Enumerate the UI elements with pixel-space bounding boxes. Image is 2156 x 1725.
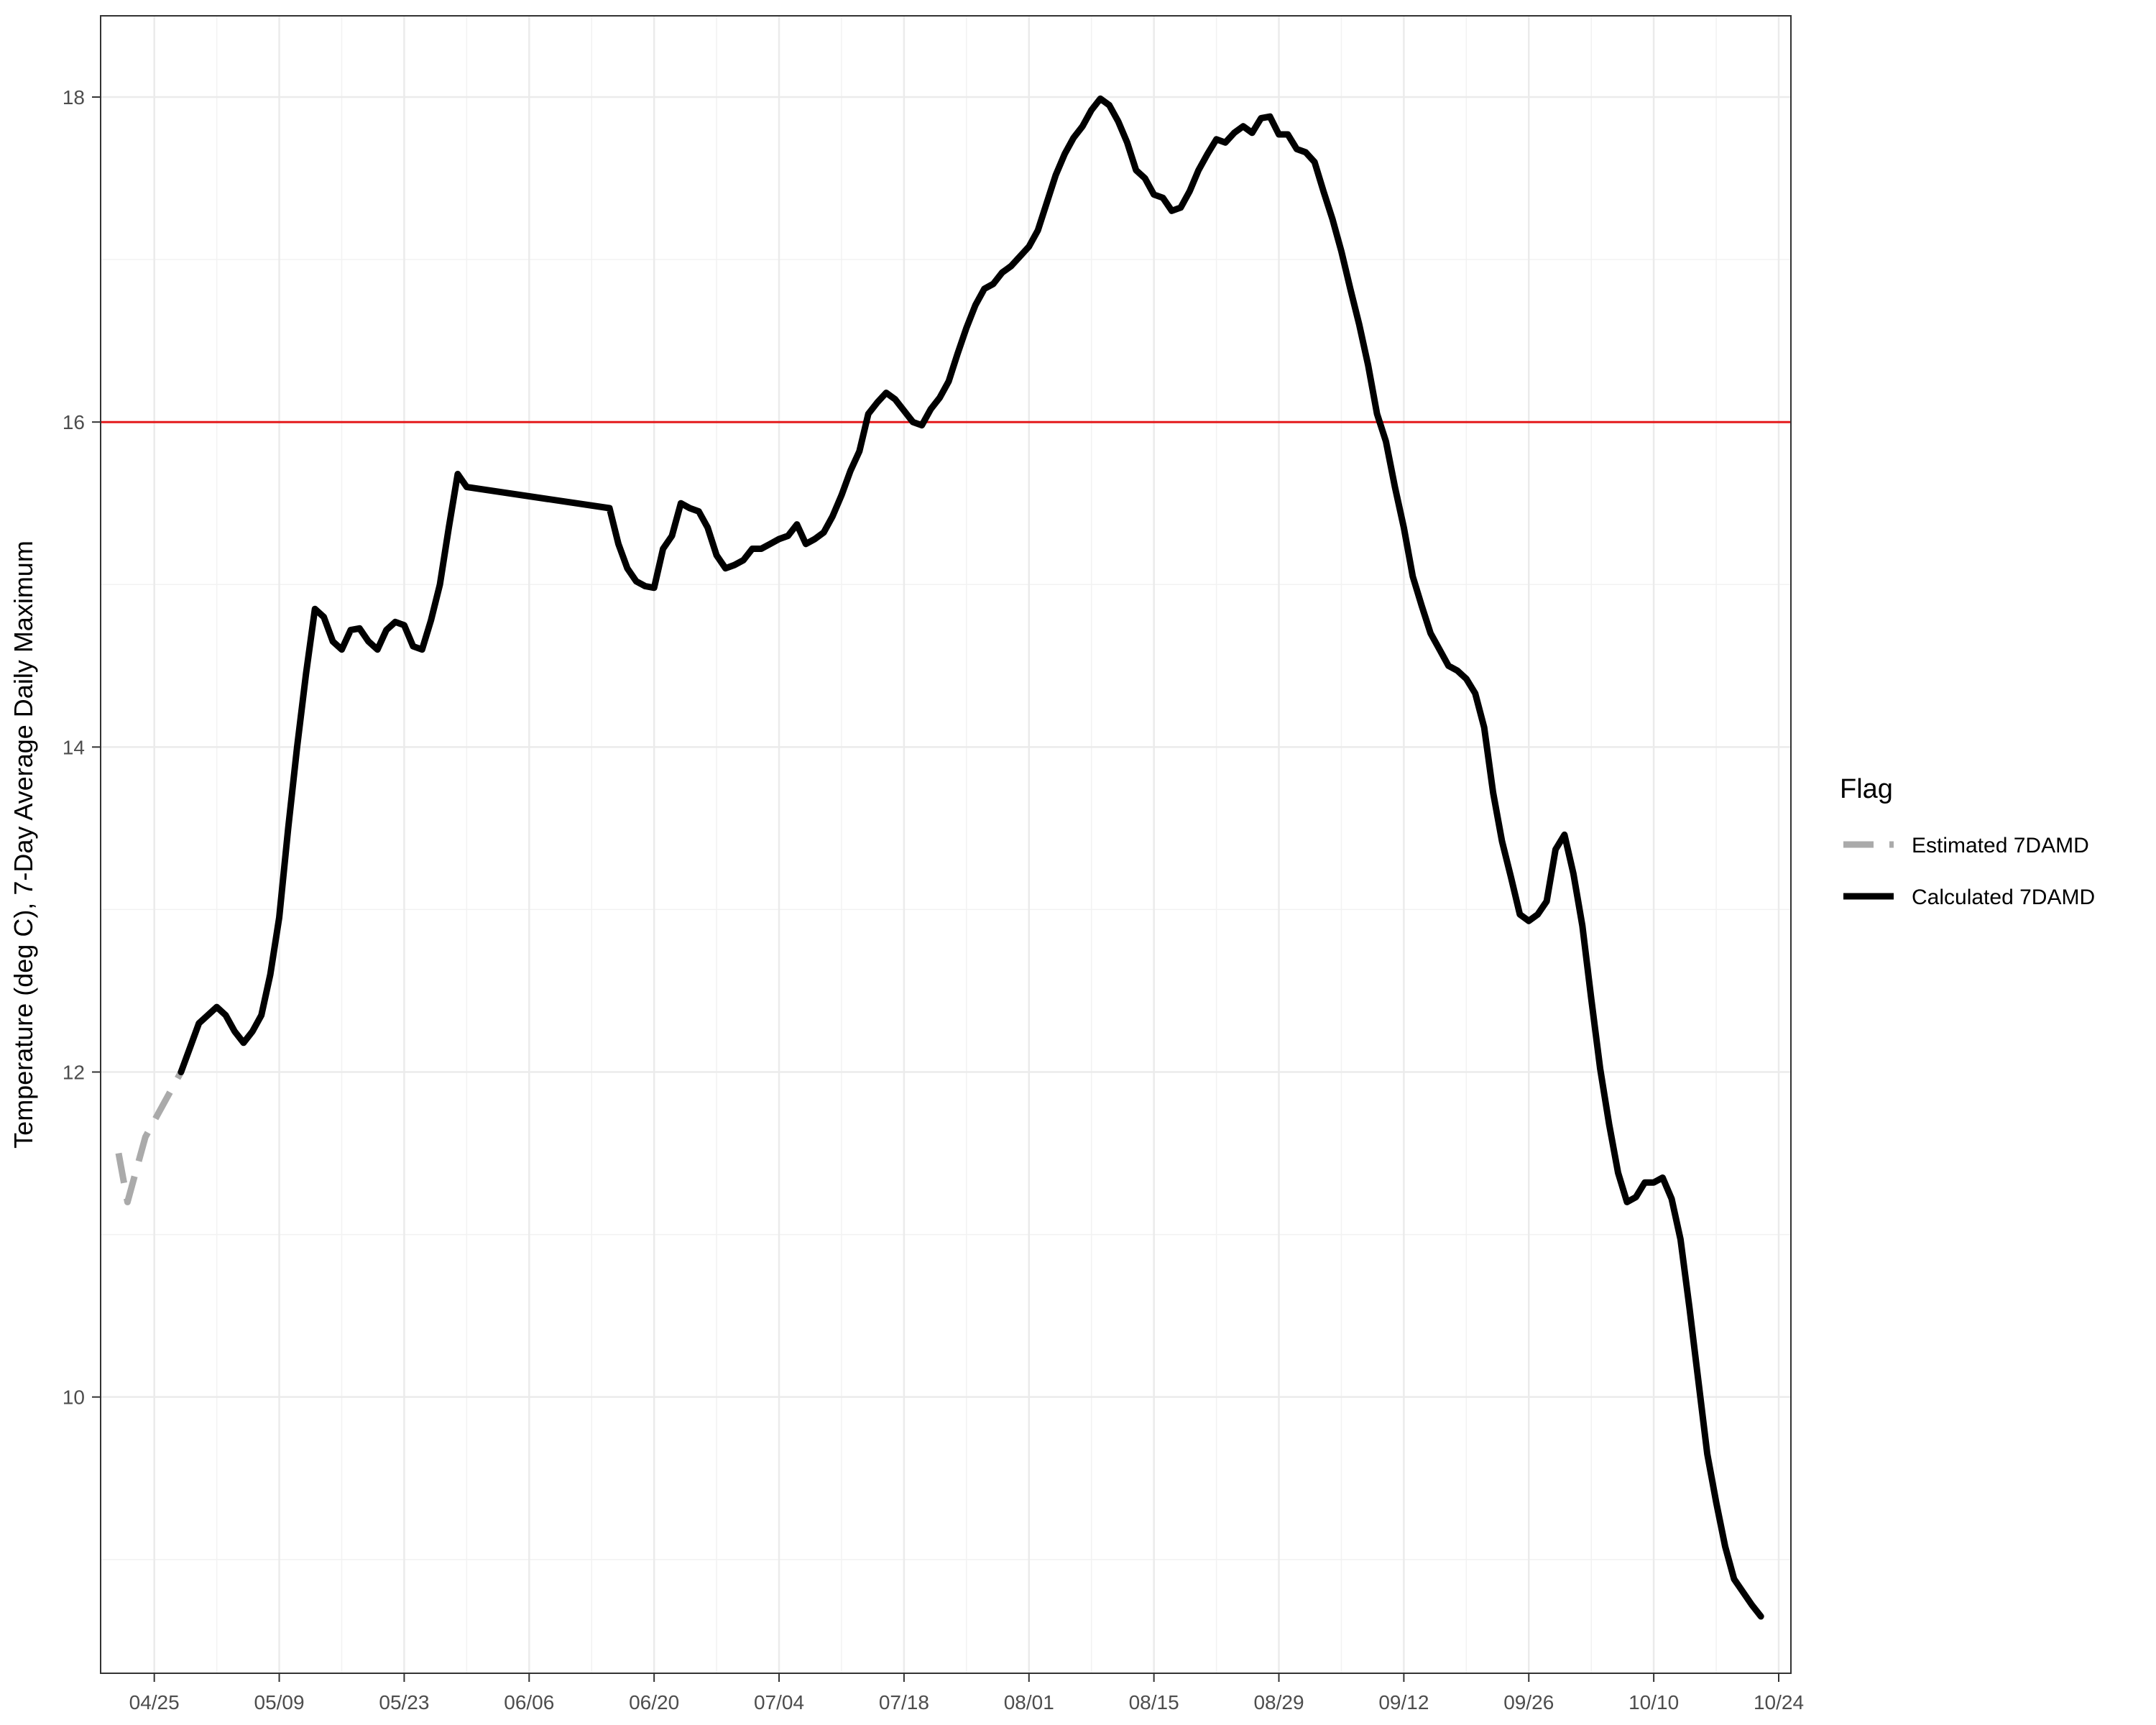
- series-layer: [115, 95, 1764, 1620]
- major-gridlines: [101, 16, 1791, 1673]
- y-axis: 10 12 14 16 18: [63, 86, 101, 1409]
- x-tick-label: 08/15: [1129, 1691, 1179, 1714]
- x-tick-label: 09/12: [1378, 1691, 1429, 1714]
- x-tick-label: 08/01: [1004, 1691, 1054, 1714]
- y-tick-label: 12: [63, 1062, 85, 1084]
- estimated-7damd-line: [115, 1070, 184, 1205]
- y-tick-label: 10: [63, 1386, 85, 1409]
- x-tick-label: 09/26: [1503, 1691, 1554, 1714]
- x-tick-label: 04/25: [129, 1691, 180, 1714]
- x-tick-label: 07/18: [879, 1691, 929, 1714]
- x-tick-label: 10/24: [1754, 1691, 1804, 1714]
- y-tick-label: 18: [63, 86, 85, 109]
- legend-label-calculated: Calculated 7DAMD: [1912, 886, 2095, 909]
- x-tick-label: 05/23: [379, 1691, 429, 1714]
- x-tick-label: 10/10: [1628, 1691, 1679, 1714]
- calculated-7damd-line: [178, 95, 1764, 1620]
- plot-panel-border: [100, 15, 1792, 1674]
- x-tick-label: 07/04: [754, 1691, 804, 1714]
- x-tick-label: 06/06: [504, 1691, 554, 1714]
- minor-gridlines: [101, 16, 1791, 1673]
- y-tick-label: 16: [63, 411, 85, 433]
- legend: Flag Estimated 7DAMD Calculated 7DAMD: [1840, 774, 2095, 909]
- legend-title: Flag: [1840, 774, 1893, 804]
- y-tick-label: 14: [63, 736, 85, 758]
- x-axis: 04/25 05/09 05/23 06/06 06/20 07/04 07/18 08/01…: [129, 1673, 1804, 1714]
- x-tick-label: 05/09: [254, 1691, 305, 1714]
- x-tick-label: 08/29: [1253, 1691, 1304, 1714]
- x-tick-label: 06/20: [629, 1691, 679, 1714]
- y-axis-title: Temperature (deg C), 7-Day Average Daily…: [9, 540, 38, 1149]
- legend-label-estimated: Estimated 7DAMD: [1912, 834, 2089, 857]
